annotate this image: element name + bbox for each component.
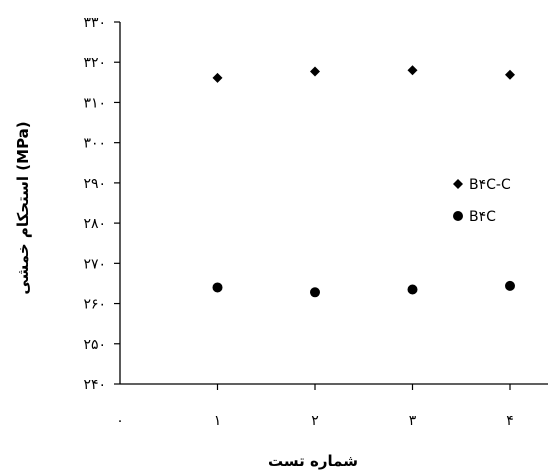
x-tick-label: ۳ (409, 413, 417, 429)
x-tick-label: ۴ (506, 413, 514, 429)
y-tick-label: ۳۳۰ (83, 15, 106, 31)
x-tick-label: ۲ (311, 413, 319, 429)
x-axis-ticks: ۰ ۱ ۲ ۳ ۴ (116, 384, 514, 429)
x-tick-label: ۰ (116, 413, 124, 429)
y-tick-label: ۳۱۰ (83, 95, 106, 111)
circle-data-point (310, 287, 320, 298)
legend-label: B۴C (469, 209, 496, 225)
y-tick-label: ۲۴۰ (83, 377, 106, 393)
y-tick-label: ۲۹۰ (83, 176, 106, 192)
y-tick-label: ۳۲۰ (83, 55, 106, 71)
y-tick-label: ۲۵۰ (83, 337, 106, 353)
legend-diamond-marker (453, 179, 463, 189)
y-tick-label: ۲۶۰ (83, 297, 106, 313)
diamond-data-point (505, 69, 515, 80)
x-tick-label: ۱ (214, 413, 222, 429)
circle-data-point (212, 282, 223, 293)
diamond-data-point (212, 72, 223, 83)
legend-circle-marker (453, 211, 463, 221)
circle-data-point (407, 284, 418, 295)
y-axis-title: استحکام خمشی (MPa) (14, 121, 32, 294)
y-axis-ticks: ۲۴۰ ۲۵۰ ۲۶۰ ۲۷۰ ۲۸۰ ۲۹۰ ۳۰۰ ۳۱۰ ۳۲۰ ۳۳۰ (83, 15, 120, 393)
legend: B۴C-C B۴C (453, 177, 511, 225)
legend-label: B۴C-C (469, 177, 511, 193)
axes (119, 22, 548, 385)
circle-data-point (505, 280, 515, 291)
y-tick-label: ۳۰۰ (83, 136, 106, 152)
y-tick-label: ۲۷۰ (83, 256, 106, 272)
x-axis-title: شماره تست (268, 452, 358, 470)
y-tick-label: ۲۸۰ (83, 216, 106, 232)
diamond-data-point (407, 65, 418, 76)
diamond-data-point (310, 66, 320, 77)
data-points (212, 65, 515, 298)
